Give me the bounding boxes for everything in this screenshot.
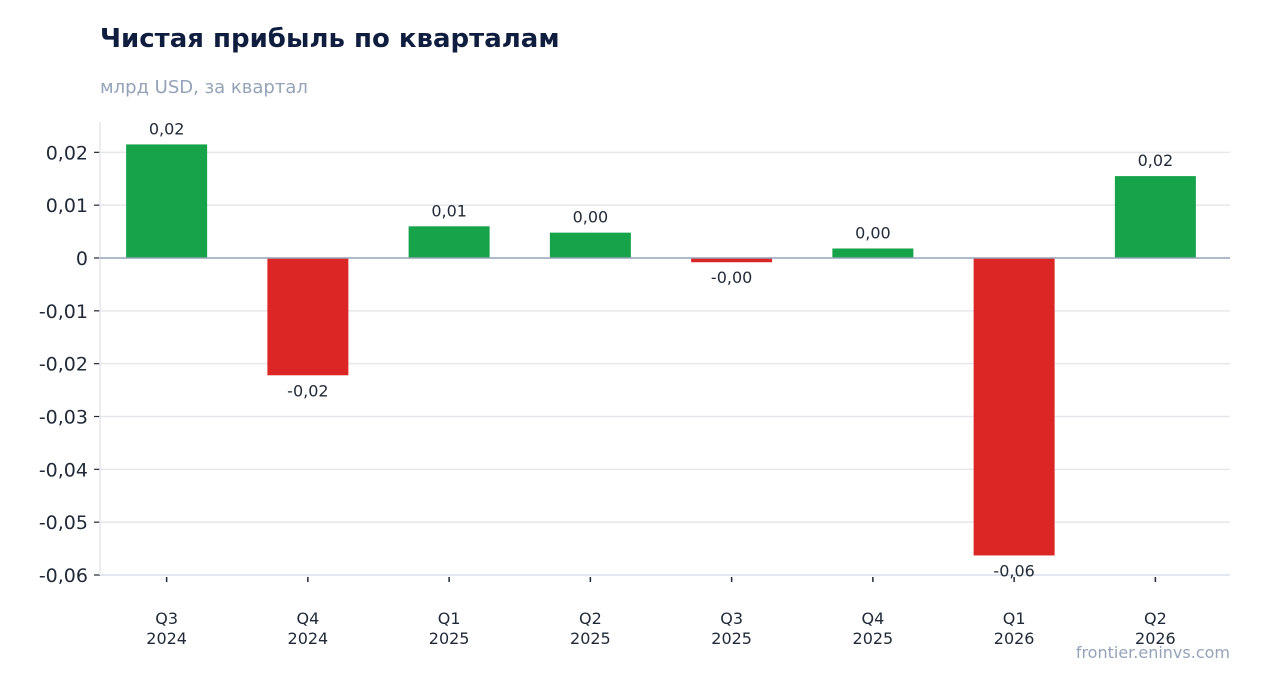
x-tick-label: Q1 2025 bbox=[429, 609, 470, 648]
y-tick-label: 0 bbox=[76, 248, 88, 270]
bar bbox=[126, 144, 208, 258]
x-tick-label: Q1 2026 bbox=[994, 609, 1035, 648]
bar bbox=[1114, 176, 1196, 258]
y-tick-label: -0,02 bbox=[39, 354, 88, 376]
y-tick-label: -0,03 bbox=[39, 407, 88, 429]
data-label: 0,02 bbox=[149, 119, 185, 138]
y-tick-label: -0,06 bbox=[39, 565, 88, 587]
x-tick-label: Q4 2025 bbox=[853, 609, 894, 648]
x-tick-label: Q3 2025 bbox=[711, 609, 752, 648]
x-tick-label: Q2 2025 bbox=[570, 609, 611, 648]
y-tick-label: -0,05 bbox=[39, 512, 88, 534]
data-label: -0,02 bbox=[287, 381, 328, 400]
source-watermark: frontier.eninvs.com bbox=[1075, 643, 1230, 662]
x-tick-label: Q2 2026 bbox=[1135, 609, 1176, 648]
y-tick-label: -0,04 bbox=[39, 459, 88, 481]
data-label: 0,00 bbox=[573, 208, 609, 227]
y-tick-label: -0,01 bbox=[39, 301, 88, 323]
bar bbox=[549, 232, 631, 258]
y-tick-labels: 0,02 0,01 0 -0,01 -0,02 -0,03 -0,04 -0,05 -0,06 bbox=[39, 142, 88, 587]
chart-subtitle: млрд USD, за квартал bbox=[100, 77, 308, 98]
y-tick-label: 0,01 bbox=[46, 195, 88, 217]
data-label: -0,00 bbox=[711, 268, 752, 287]
data-label: 0,00 bbox=[855, 223, 891, 242]
x-tick-label: Q3 2024 bbox=[146, 609, 187, 648]
bar bbox=[267, 258, 349, 376]
chart-title: Чистая прибыль по кварталам bbox=[100, 24, 560, 54]
bar bbox=[973, 258, 1055, 556]
data-label: 0,02 bbox=[1138, 151, 1174, 170]
bar bbox=[691, 258, 773, 263]
data-labels: 0,02 -0,02 0,01 0,00 -0,00 0,00 -0,06 0,02 bbox=[100, 119, 1230, 580]
bar bbox=[832, 248, 914, 258]
data-label: -0,06 bbox=[993, 561, 1034, 580]
bar bbox=[408, 226, 490, 258]
data-label: 0,01 bbox=[431, 201, 467, 220]
x-tick-label: Q4 2024 bbox=[288, 609, 329, 648]
axes bbox=[94, 122, 1230, 582]
bars bbox=[126, 144, 1196, 556]
x-tick-labels: Q3 2024 Q4 2024 Q1 2025 Q2 2025 Q3 2025 Q4 2025 Q1 20… bbox=[146, 609, 1175, 648]
y-tick-label: 0,02 bbox=[46, 142, 88, 164]
